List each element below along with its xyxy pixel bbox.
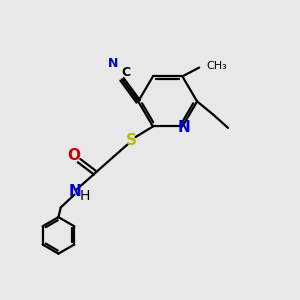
- Text: N: N: [68, 184, 81, 199]
- Text: O: O: [67, 148, 80, 163]
- Text: N: N: [178, 120, 190, 135]
- Text: CH₃: CH₃: [206, 61, 227, 71]
- Text: S: S: [126, 133, 137, 148]
- Text: C: C: [121, 66, 130, 80]
- Text: H: H: [80, 189, 90, 202]
- Text: N: N: [107, 57, 118, 70]
